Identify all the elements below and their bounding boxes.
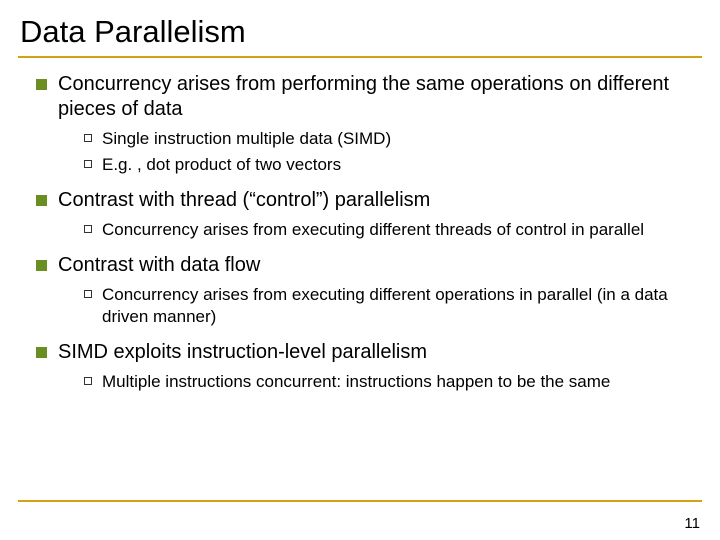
sub-list-item: Concurrency arises from executing differ… [84, 284, 702, 328]
list-item: Contrast with data flow Concurrency aris… [36, 253, 702, 328]
sub-list: Concurrency arises from executing differ… [58, 219, 702, 241]
list-item-text: SIMD exploits instruction-level parallel… [58, 341, 427, 363]
bullet-list: Concurrency arises from performing the s… [18, 72, 702, 394]
sub-list-item: E.g. , dot product of two vectors [84, 154, 702, 176]
sub-list-item: Single instruction multiple data (SIMD) [84, 128, 702, 150]
list-item-text: Contrast with data flow [58, 254, 260, 276]
list-item: Contrast with thread (“control”) paralle… [36, 188, 702, 241]
list-item: Concurrency arises from performing the s… [36, 72, 702, 176]
page-number: 11 [684, 515, 700, 532]
list-item: SIMD exploits instruction-level parallel… [36, 340, 702, 393]
slide: Data Parallelism Concurrency arises from… [0, 0, 720, 540]
list-item-text: Contrast with thread (“control”) paralle… [58, 189, 430, 211]
sub-list-item: Multiple instructions concurrent: instru… [84, 371, 702, 393]
list-item-text: Concurrency arises from performing the s… [58, 73, 669, 120]
sub-list: Multiple instructions concurrent: instru… [58, 371, 702, 393]
slide-title: Data Parallelism [20, 14, 702, 50]
footer-rule [18, 500, 702, 502]
title-rule [18, 56, 702, 58]
sub-list: Single instruction multiple data (SIMD) … [58, 128, 702, 176]
sub-list-item: Concurrency arises from executing differ… [84, 219, 702, 241]
sub-list: Concurrency arises from executing differ… [58, 284, 702, 328]
